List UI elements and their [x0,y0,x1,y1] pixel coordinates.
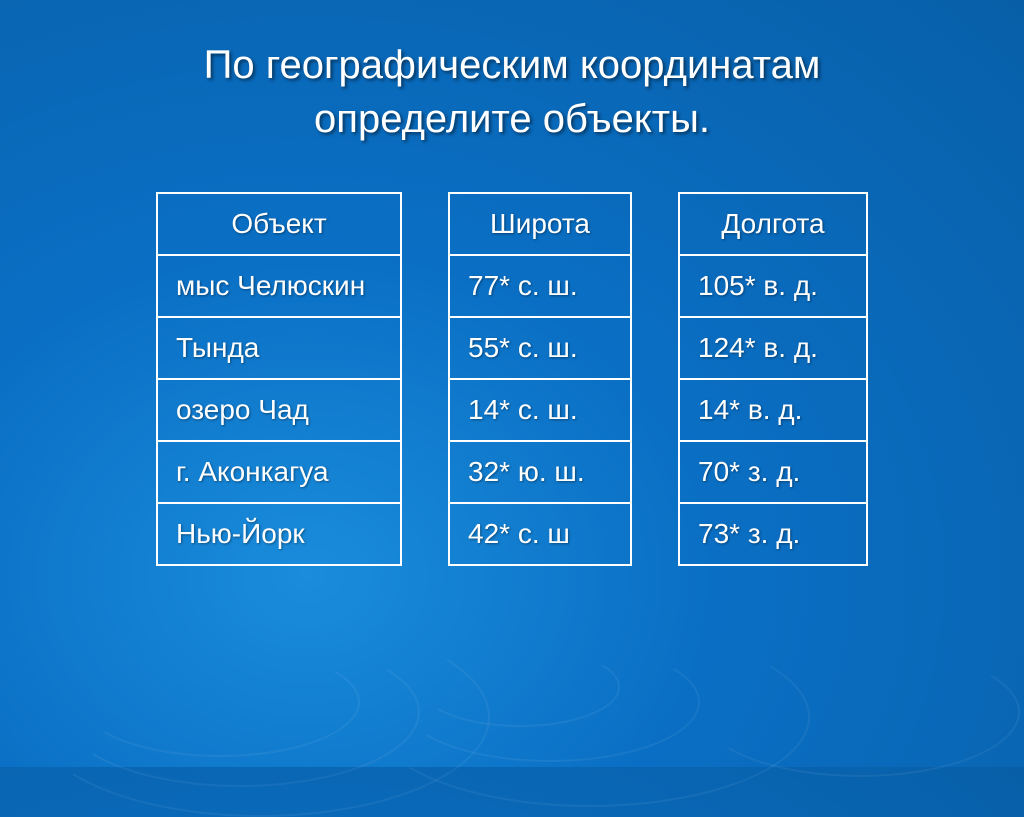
table-row: 124* в. д. [679,317,867,379]
title-line-1: По географическим координатам [204,43,821,87]
table-row: 105* в. д. [679,255,867,317]
header-longitude: Долгота [679,193,867,255]
table-latitude: Широта 77* с. ш. 55* с. ш. 14* с. ш. 32*… [448,192,632,566]
table-row: озеро Чад [157,379,401,441]
tables-container: Объект мыс Челюскин Тында озеро Чад г. А… [0,192,1024,566]
table-row: г. Аконкагуа [157,441,401,503]
table-row: Тында [157,317,401,379]
table-longitude: Долгота 105* в. д. 124* в. д. 14* в. д. … [678,192,868,566]
table-row: 77* с. ш. [449,255,631,317]
table-row: 14* с. ш. [449,379,631,441]
table-row: 14* в. д. [679,379,867,441]
table-row: Нью-Йорк [157,503,401,565]
header-objects: Объект [157,193,401,255]
table-objects: Объект мыс Челюскин Тында озеро Чад г. А… [156,192,402,566]
table-row: 70* з. д. [679,441,867,503]
table-row: 73* з. д. [679,503,867,565]
table-row: мыс Челюскин [157,255,401,317]
table-row: 55* с. ш. [449,317,631,379]
title-line-2: определите объекты. [314,97,710,141]
slide-title: По географическим координатам определите… [0,0,1024,146]
table-row: 32* ю. ш. [449,441,631,503]
header-latitude: Широта [449,193,631,255]
table-row: 42* с. ш [449,503,631,565]
